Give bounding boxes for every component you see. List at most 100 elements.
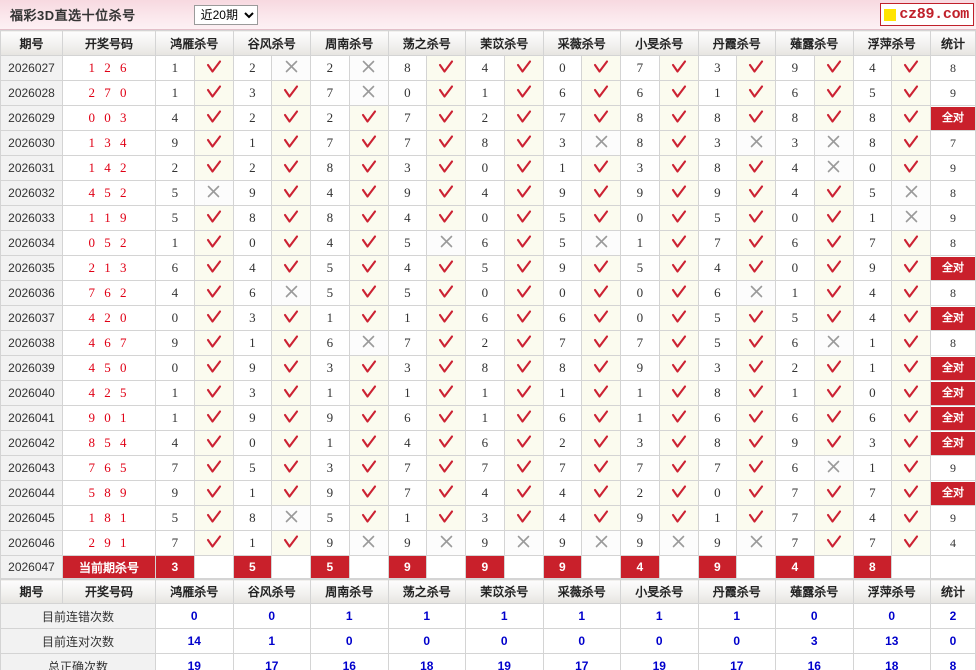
cell-result-mark — [891, 105, 931, 131]
cell-stat: 4 — [930, 530, 976, 556]
cell-kill-number: 0 — [387, 80, 428, 106]
cell-stat: 8 — [930, 280, 976, 306]
hit-check-icon — [593, 459, 609, 474]
cell-result-mark — [503, 355, 544, 381]
cell-result-mark — [581, 305, 621, 331]
cell-kill-number: 4 — [852, 280, 893, 306]
all-correct-badge: 全对 — [931, 306, 975, 330]
hit-check-icon — [671, 484, 687, 499]
cell-result-mark — [581, 205, 621, 231]
cell-kill-number: 1 — [697, 80, 738, 106]
cell-kill-number: 1 — [852, 455, 893, 481]
cell-kill-number: 5 — [310, 280, 350, 306]
cell-stat: 8 — [930, 180, 976, 206]
cell-kill-number: 6 — [542, 405, 583, 431]
hit-check-icon — [903, 234, 919, 249]
cell-result-mark — [581, 255, 621, 281]
cell-result-mark — [193, 330, 234, 356]
hit-check-icon — [903, 459, 919, 474]
cell-period: 2026040 — [0, 380, 63, 406]
site-logo[interactable]: cz89.com — [880, 3, 974, 26]
hit-check-icon — [593, 284, 609, 299]
cell-result-mark — [736, 355, 776, 381]
miss-cross-icon — [672, 535, 685, 548]
hit-check-icon — [826, 284, 842, 299]
stats-col-header-expert-2: 周南杀号 — [310, 579, 389, 604]
hit-check-icon — [438, 284, 454, 299]
hit-check-icon — [438, 209, 454, 224]
cell-result-mark — [426, 180, 466, 206]
hit-check-icon — [516, 284, 532, 299]
cell-draw-number: 1 4 2 — [62, 155, 156, 181]
cell-kill-number: 0 — [465, 155, 505, 181]
cell-kill-number: 7 — [155, 455, 195, 481]
hit-check-icon — [283, 434, 299, 449]
cell-result-mark — [813, 255, 854, 281]
cell-kill-number: 7 — [775, 480, 815, 506]
cell-kill-number: 6 — [542, 305, 583, 331]
cell-kill-number: 5 — [697, 205, 738, 231]
cell-kill-number: 7 — [387, 330, 428, 356]
hit-check-icon — [671, 309, 687, 324]
cell-result-mark — [658, 480, 699, 506]
cell-kill-number: 5 — [155, 205, 195, 231]
cell-kill-number: 7 — [542, 105, 583, 131]
cell-current-kill: 4 — [620, 555, 660, 579]
cell-result-mark — [891, 330, 931, 356]
period-range-select[interactable]: 近20期近30期近50期 — [193, 4, 258, 25]
cell-result-mark — [736, 180, 776, 206]
cell-stat: 全对 — [930, 355, 976, 381]
cell-result-mark — [503, 155, 544, 181]
cell-current-blank — [348, 555, 389, 579]
cell-result-mark — [193, 155, 234, 181]
cell-stat: 9 — [930, 155, 976, 181]
cell-result-mark — [813, 305, 854, 331]
hit-check-icon — [748, 234, 764, 249]
cell-result-mark — [426, 530, 466, 556]
cell-kill-number: 5 — [620, 255, 660, 281]
stats-col-header-expert-0: 鸿雁杀号 — [155, 579, 234, 604]
cell-kill-number: 9 — [310, 405, 350, 431]
hit-check-icon — [903, 359, 919, 374]
cell-kill-number: 2 — [155, 155, 195, 181]
cell-draw-number: 2 7 0 — [62, 80, 156, 106]
cell-result-mark — [271, 330, 311, 356]
cell-current-stat-blank — [930, 555, 976, 579]
cell-result-mark — [736, 105, 776, 131]
hit-check-icon — [826, 434, 842, 449]
hit-check-icon — [283, 209, 299, 224]
cell-result-mark — [348, 205, 389, 231]
cell-result-mark — [271, 255, 311, 281]
cell-result-mark — [193, 505, 234, 531]
cell-kill-number: 5 — [310, 505, 350, 531]
cell-period: 2026031 — [0, 155, 63, 181]
hit-check-icon — [206, 509, 222, 524]
cell-result-mark — [581, 105, 621, 131]
cell-kill-number: 3 — [232, 80, 273, 106]
stats-cell: 1 — [387, 603, 466, 629]
hit-check-icon — [361, 484, 377, 499]
cell-stat: 全对 — [930, 305, 976, 331]
hit-check-icon — [361, 309, 377, 324]
cell-result-mark — [813, 55, 854, 81]
stats-cell: 0 — [387, 628, 466, 654]
table-row: 2026029 0 0 3 4 2 2 7 2 7 8 8 8 8 全对 — [0, 105, 976, 131]
hit-check-icon — [748, 434, 764, 449]
stats-cell: 19 — [465, 653, 544, 670]
cell-result-mark — [193, 455, 234, 481]
cell-period: 2026038 — [0, 330, 63, 356]
cell-kill-number: 1 — [387, 305, 428, 331]
cell-result-mark — [891, 155, 931, 181]
miss-cross-icon — [595, 535, 608, 548]
hit-check-icon — [206, 459, 222, 474]
cell-result-mark — [736, 405, 776, 431]
cell-period: 2026027 — [0, 55, 63, 81]
cell-draw-number: 4 2 5 — [62, 380, 156, 406]
cell-draw-number: 1 8 1 — [62, 505, 156, 531]
hit-check-icon — [826, 534, 842, 549]
cell-kill-number: 9 — [620, 505, 660, 531]
hit-check-icon — [903, 259, 919, 274]
cell-kill-number: 6 — [465, 230, 505, 256]
cell-result-mark — [426, 455, 466, 481]
